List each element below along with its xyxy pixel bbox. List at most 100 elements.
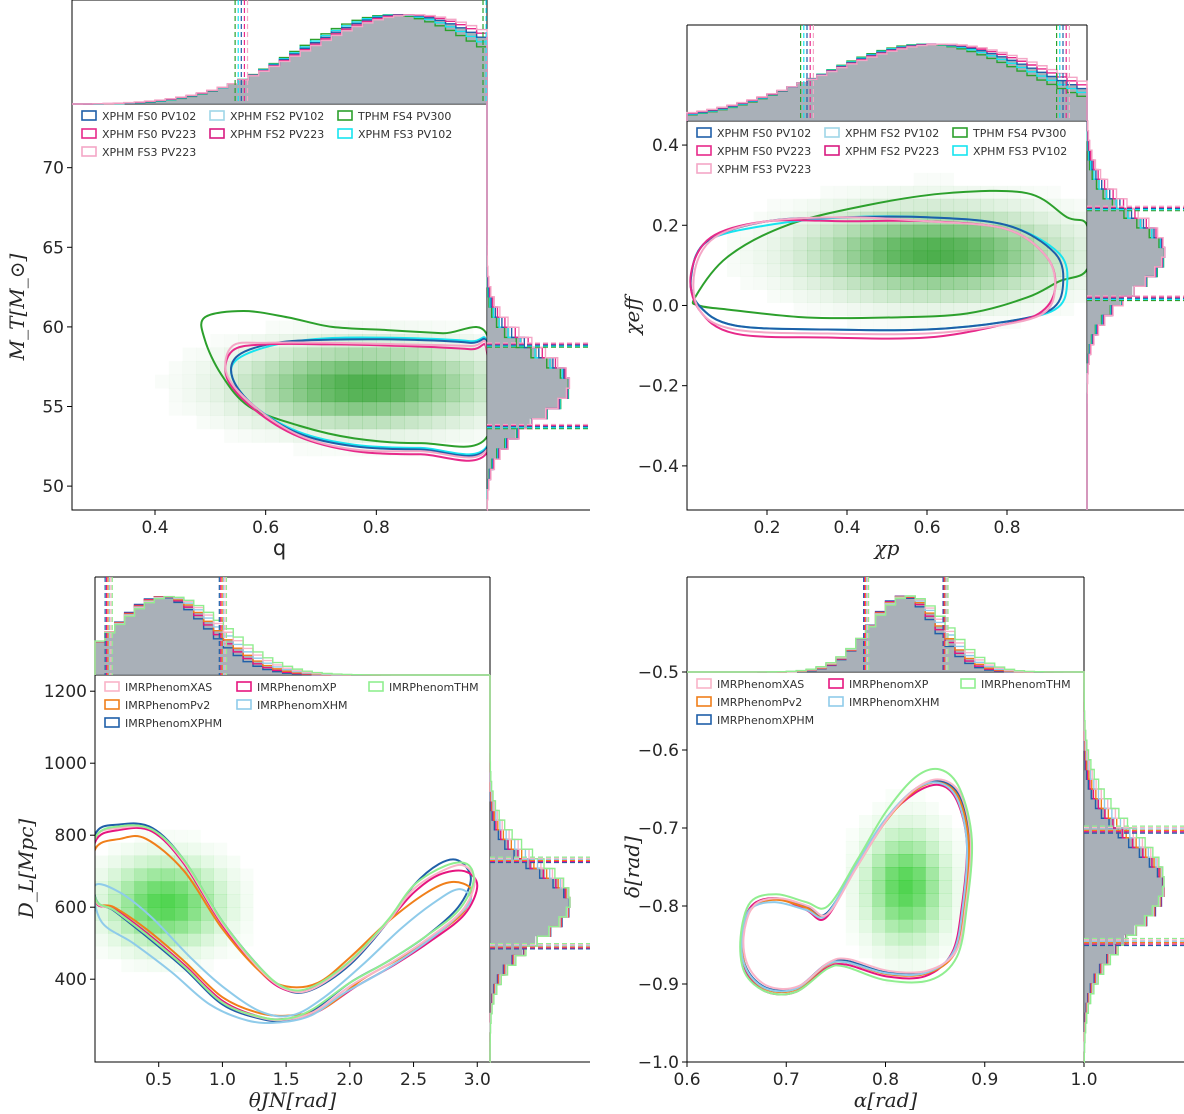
- density-cell: [887, 224, 901, 239]
- density-cell: [445, 374, 460, 389]
- density-cell: [1047, 211, 1061, 226]
- density-cell: [147, 868, 162, 882]
- density-cell: [927, 289, 941, 303]
- density-cell: [925, 906, 939, 920]
- legend: IMRPhenomXAS IMRPhenomPv2 IMRPhenomXPHM IMR…: [696, 678, 1071, 727]
- y-tick-label: −1.0: [638, 1053, 679, 1073]
- density-cell: [238, 334, 253, 348]
- density-cell: [980, 237, 995, 252]
- density-cell: [108, 842, 122, 856]
- density-cell: [938, 919, 953, 933]
- density-cell: [226, 920, 241, 934]
- density-cell: [459, 415, 474, 430]
- legend-label: IMRPhenomXP: [257, 681, 337, 694]
- contour-line: [95, 826, 479, 1021]
- density-cell: [390, 320, 405, 335]
- density-cell: [911, 932, 926, 946]
- density-cell: [147, 881, 162, 895]
- density-cell: [860, 302, 875, 316]
- contour-group: [689, 189, 1087, 340]
- density-cell: [321, 334, 336, 348]
- density-cell: [197, 415, 211, 429]
- density-cell: [321, 401, 336, 416]
- density-cell: [473, 347, 487, 362]
- density-cell: [911, 867, 926, 881]
- chart-panel-thetajn-dl: 0.5 1.0 1.5 2.0 2.5 3.0 400 600 800 1000 1200 θJN[r…: [14, 576, 590, 1112]
- density-cell: [265, 374, 280, 389]
- top-histogram-fill: [687, 44, 1087, 121]
- contour-line: [742, 778, 972, 991]
- density-cell: [279, 388, 294, 403]
- density-cell: [873, 289, 888, 303]
- density-cell: [431, 320, 446, 335]
- density-cell: [182, 388, 197, 403]
- density-cell: [417, 401, 433, 416]
- density-cell: [239, 881, 254, 895]
- density-cell: [925, 919, 939, 933]
- density-cell: [940, 276, 955, 290]
- density-cell: [174, 933, 188, 947]
- density-cell: [860, 263, 875, 277]
- contour-group: [95, 822, 479, 1025]
- density-cell: [872, 932, 886, 946]
- density-cell: [925, 828, 939, 842]
- density-cell: [334, 361, 350, 376]
- density-cell: [913, 237, 928, 252]
- density-cell: [953, 315, 968, 329]
- density-cell: [1060, 237, 1075, 252]
- x-axis-label: q: [273, 536, 286, 560]
- x-tick-label: 0.8: [993, 518, 1020, 538]
- density-cell: [859, 919, 873, 933]
- x-tick-label: 2.0: [336, 1070, 363, 1090]
- density-cell: [793, 263, 808, 277]
- density-cell: [913, 211, 928, 226]
- density-cell: [820, 198, 835, 213]
- density-cell: [859, 945, 873, 959]
- legend-label: XPHM FS2 PV102: [845, 127, 939, 140]
- density-cell: [807, 289, 821, 303]
- density-cell: [160, 855, 175, 869]
- x-tick-label: 1.0: [209, 1070, 236, 1090]
- density-cell: [887, 185, 901, 200]
- x-axis-label: θJN[rad]: [249, 1088, 337, 1112]
- density-cell: [95, 920, 109, 934]
- density-cell: [820, 263, 835, 277]
- legend-swatch: [209, 128, 225, 139]
- y-tick-label: 50: [42, 477, 64, 497]
- density-cell: [251, 388, 267, 403]
- density-cell: [833, 302, 848, 316]
- density-cell: [182, 374, 197, 389]
- density-cell: [404, 428, 419, 443]
- density-cell: [226, 881, 241, 895]
- density-cell: [1020, 250, 1035, 265]
- density-cell: [847, 185, 861, 200]
- density-cell: [348, 334, 363, 348]
- density-cell: [160, 881, 175, 895]
- density-cell: [860, 250, 875, 265]
- density-cell: [940, 198, 955, 213]
- legend-swatch: [824, 145, 840, 156]
- density-cell: [473, 374, 487, 389]
- density-cell: [780, 250, 795, 265]
- density-cell: [307, 361, 322, 376]
- legend-label: XPHM FS2 PV223: [230, 128, 324, 141]
- density-cell: [160, 907, 175, 921]
- density-cell: [108, 855, 122, 869]
- density-cell: [873, 276, 888, 290]
- density-cell: [266, 321, 280, 335]
- density-cell: [927, 224, 941, 239]
- x-tick-label: 3.0: [464, 1070, 491, 1090]
- y-tick-label: −0.9: [638, 975, 679, 995]
- legend-label: IMRPhenomXAS: [717, 678, 804, 691]
- density-cell: [913, 276, 928, 290]
- density-cell: [213, 881, 228, 895]
- density-cell: [953, 250, 968, 265]
- density-cell: [753, 250, 768, 265]
- density-cell: [898, 841, 913, 855]
- density-cell: [134, 933, 149, 947]
- density-cell: [887, 276, 901, 290]
- density-cell: [900, 315, 915, 329]
- density-cell: [183, 348, 197, 362]
- density-cell: [967, 263, 981, 277]
- density-cell: [445, 428, 460, 443]
